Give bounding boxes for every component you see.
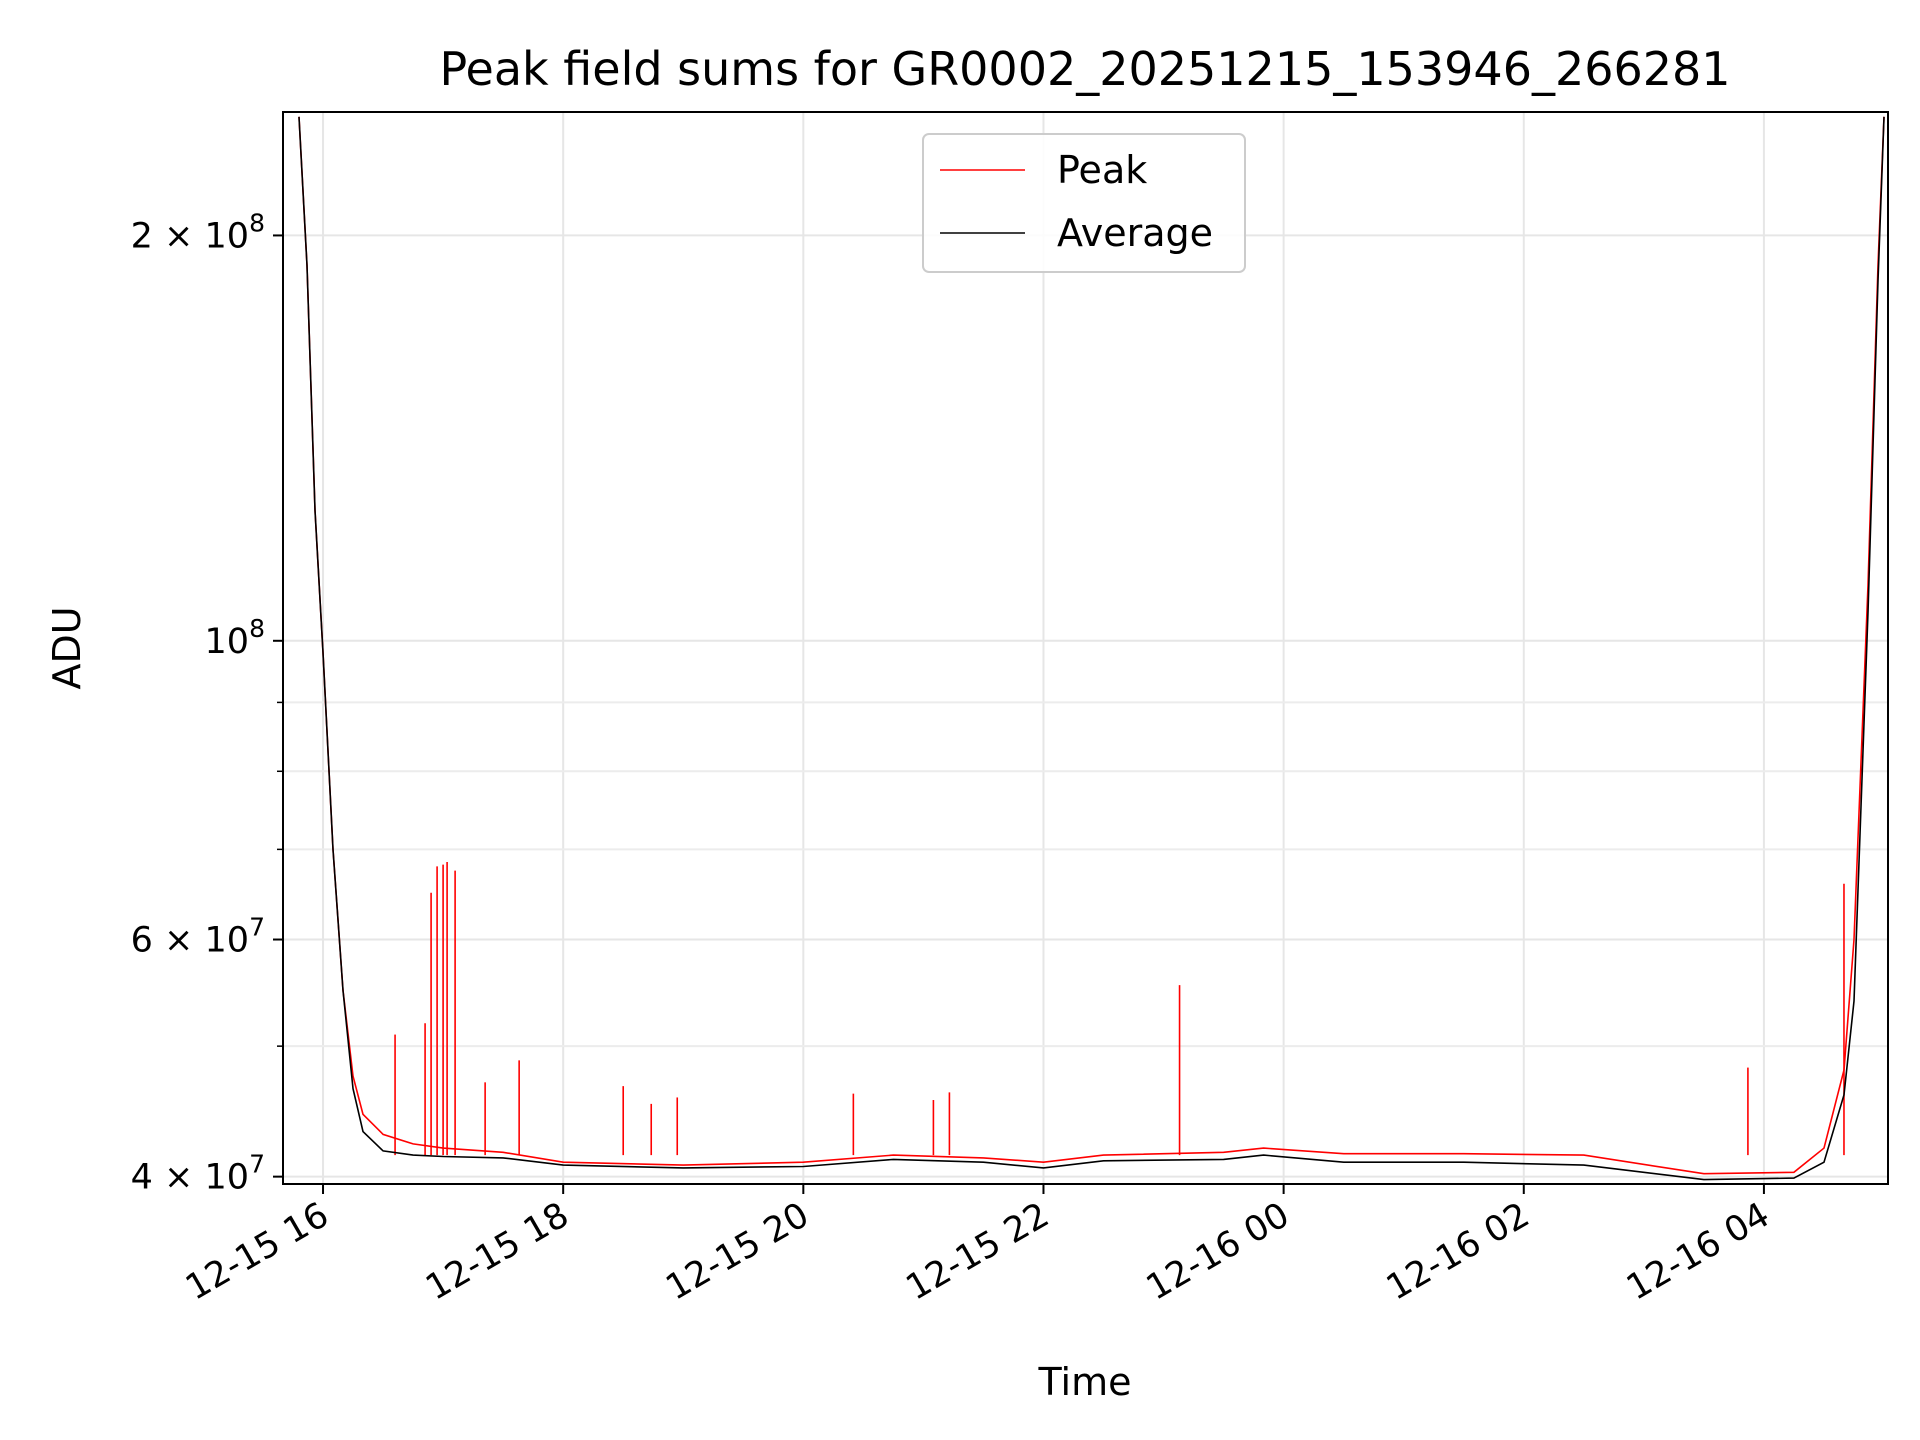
plot-frame [282,111,1889,1185]
y-tick-label: 4 × 10 [131,1158,249,1198]
legend-label-average: Average [1057,211,1213,255]
x-axis-label: Time [1038,1360,1132,1404]
y-tick-label: 10 [204,622,249,662]
series-layer [298,116,1885,1181]
y-tick-exponent: 8 [249,614,265,643]
y-tick-exponent: 7 [249,1150,265,1179]
legend-label-peak: Peak [1057,148,1147,192]
series-average [298,116,1885,1181]
y-tick-label: 2 × 10 [131,216,249,256]
y-tick-exponent: 8 [249,208,265,237]
chart-title: Peak field sums for GR0002_20251215_1539… [439,42,1730,96]
legend: Peak Average [922,133,1246,273]
y-axis-label: ADU [45,606,89,689]
y-tick-exponent: 7 [249,913,265,942]
legend-box [922,133,1246,273]
y-axis-ticks: 4 × 10 76 × 10 710 82 × 10 8 [131,208,283,1198]
y-tick-label: 6 × 10 [131,921,249,961]
series-line-average [298,116,1885,1181]
